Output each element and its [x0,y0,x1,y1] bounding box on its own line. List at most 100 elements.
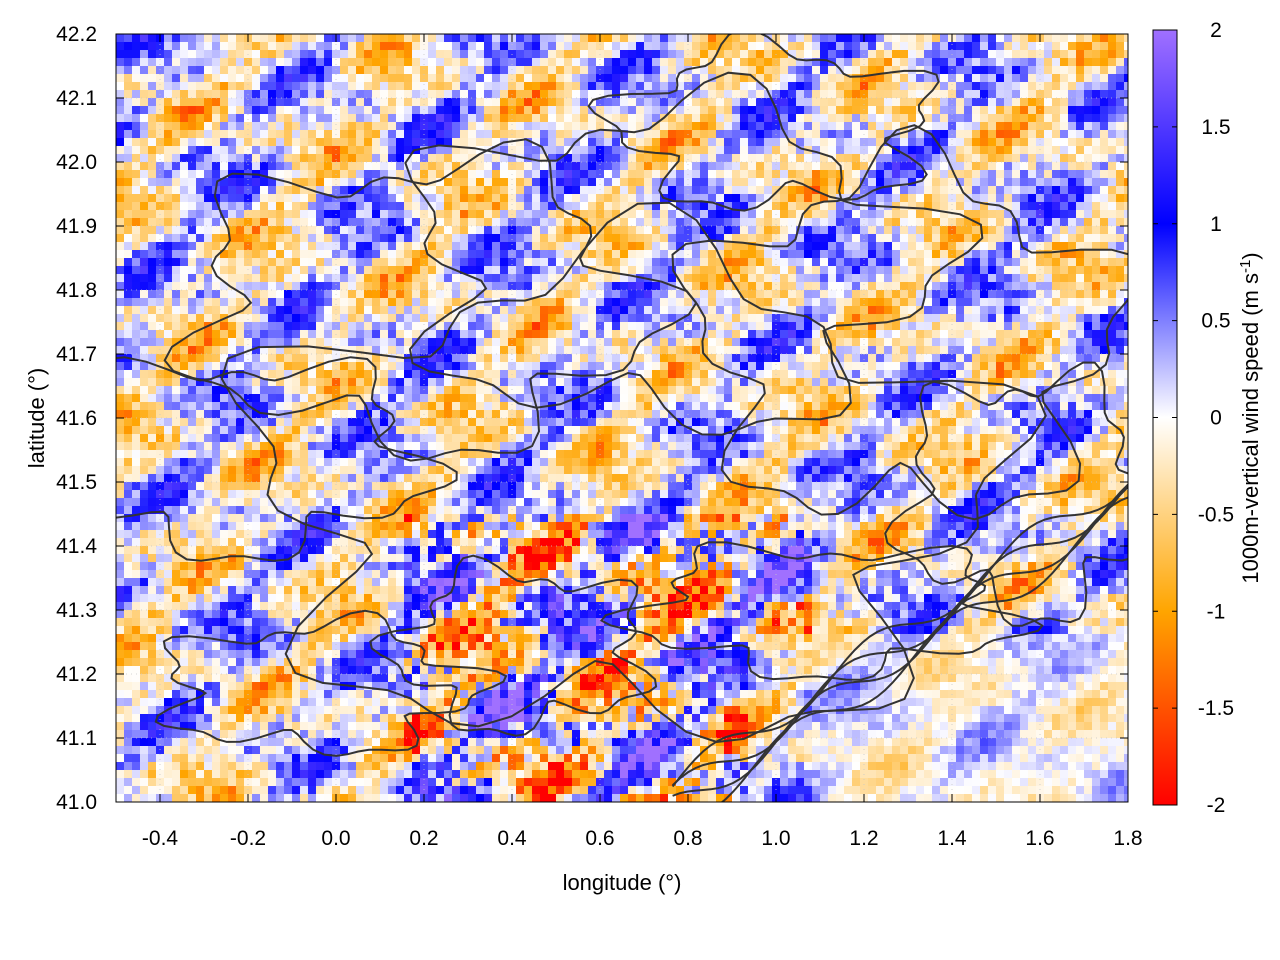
heat-cell [188,194,196,202]
heat-cell [764,234,772,242]
heat-cell [252,82,260,90]
heat-cell [972,66,980,74]
heat-cell [460,178,468,186]
heat-cell [980,106,988,114]
heat-cell [748,50,756,58]
heat-cell [756,306,764,314]
heat-cell [180,194,188,202]
heat-cell [948,138,956,146]
heat-cell [1012,226,1020,234]
heat-cell [812,90,820,98]
heat-cell [452,298,460,306]
heat-cell [532,226,540,234]
heat-cell [356,106,364,114]
heat-cell [708,162,716,170]
heat-cell [924,194,932,202]
heat-cell [708,290,716,298]
heat-cell [676,226,684,234]
heat-cell [324,202,332,210]
heat-cell [156,338,164,346]
heat-cell [1124,58,1128,66]
heat-cell [644,258,652,266]
heat-cell [588,258,596,266]
heat-cell [1004,242,1012,250]
heat-cell [372,314,380,322]
heat-cell [1060,282,1068,290]
heat-cell [172,58,180,66]
heat-cell [228,162,236,170]
heat-cell [1012,306,1020,314]
heat-cell [204,194,212,202]
heat-cell [452,50,460,58]
heat-cell [268,82,276,90]
heat-cell [292,154,300,162]
heat-cell [652,98,660,106]
heat-cell [340,58,348,66]
heat-cell [564,186,572,194]
heat-cell [772,122,780,130]
heat-cell [1028,202,1036,210]
heat-cell [1068,282,1076,290]
heat-cell [908,82,916,90]
heat-cell [612,202,620,210]
heat-cell [572,98,580,106]
heat-cell [644,202,652,210]
heat-cell [1068,106,1076,114]
heat-cell [588,290,596,298]
heat-cell [468,282,476,290]
heat-cell [1044,338,1052,346]
heat-cell [532,218,540,226]
heat-cell [132,90,140,98]
heat-cell [780,322,788,330]
heat-cell [852,50,860,58]
heat-cell [1060,82,1068,90]
heat-cell [668,66,676,74]
heat-cell [660,338,668,346]
heat-cell [268,154,276,162]
heat-cell [540,66,548,74]
heat-cell [428,170,436,178]
heat-cell [588,90,596,98]
heat-cell [356,90,364,98]
heat-cell [484,322,492,330]
heat-cell [556,298,564,306]
heat-cell [988,130,996,138]
heat-cell [516,114,524,122]
heat-cell [140,162,148,170]
heat-cell [284,282,292,290]
heat-cell [204,266,212,274]
heat-cell [148,130,156,138]
heat-cell [412,202,420,210]
heat-cell [428,130,436,138]
heat-cell [260,82,268,90]
heat-cell [196,130,204,138]
heat-cell [1044,186,1052,194]
heat-cell [812,122,820,130]
heat-cell [676,74,684,82]
heat-cell [124,106,132,114]
heat-cell [268,162,276,170]
heat-cell [628,274,636,282]
heat-cell [1060,218,1068,226]
heat-cell [764,314,772,322]
heat-cell [1012,58,1020,66]
heat-cell [940,122,948,130]
heat-cell [700,250,708,258]
heat-cell [876,298,884,306]
heat-cell [988,306,996,314]
heat-cell [996,242,1004,250]
heat-cell [364,186,372,194]
heat-cell [996,250,1004,258]
heat-cell [180,290,188,298]
heat-cell [308,58,316,66]
heat-cell [1076,234,1084,242]
heat-cell [956,338,964,346]
heat-cell [548,162,556,170]
heat-cell [788,250,796,258]
heat-cell [444,226,452,234]
heat-cell [636,58,644,66]
heat-cell [756,226,764,234]
heat-cell [900,338,908,346]
heat-cell [660,250,668,258]
heat-cell [308,242,316,250]
